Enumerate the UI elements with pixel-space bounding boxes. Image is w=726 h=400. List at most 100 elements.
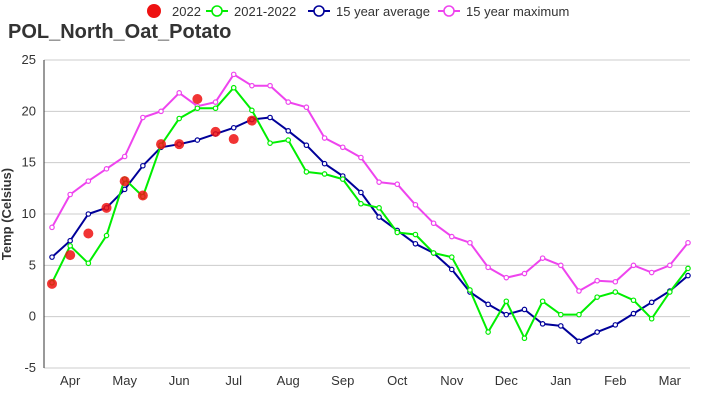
data-point: [103, 166, 110, 172]
data-point: [49, 254, 55, 260]
legend-label: 2022: [172, 4, 201, 19]
data-point: [612, 322, 619, 328]
legend-item-2022[interactable]: 2022: [147, 4, 201, 19]
data-point: [194, 105, 201, 112]
x-tick-label: Apr: [60, 373, 81, 388]
data-point: [230, 84, 237, 91]
data-point: [358, 189, 364, 196]
data-point: [119, 176, 130, 187]
x-tick-label: Mar: [659, 373, 682, 388]
x-tick-label: Dec: [495, 373, 519, 388]
data-point: [503, 298, 510, 305]
legend-marker: [211, 5, 223, 17]
data-point: [576, 311, 582, 318]
legend-marker: [147, 4, 161, 18]
data-point: [85, 260, 92, 267]
y-tick-label: -5: [24, 360, 36, 375]
legend-item-15-year-average[interactable]: 15 year average: [308, 4, 430, 19]
data-point: [65, 250, 76, 261]
legend-label: 15 year average: [336, 4, 430, 19]
data-point: [339, 144, 346, 151]
data-point: [612, 278, 619, 285]
data-point: [503, 274, 510, 281]
data-point: [249, 82, 255, 89]
data-point: [448, 254, 455, 260]
x-tick-label: Jun: [169, 373, 190, 388]
data-point: [358, 200, 364, 207]
legend[interactable]: 2022 2021-2022 15 year average 15 year maxi…: [147, 4, 569, 19]
data-point: [394, 229, 401, 236]
data-point: [467, 287, 473, 293]
data-point: [285, 137, 292, 143]
data-point: [194, 137, 201, 143]
data-point: [594, 294, 600, 300]
legend-label: 2021-2022: [234, 4, 296, 19]
data-point: [430, 220, 437, 227]
y-tick-label: 10: [22, 206, 36, 221]
x-tick-label: Oct: [387, 373, 408, 388]
data-point: [667, 289, 673, 295]
data-point: [285, 99, 292, 105]
data-point: [576, 288, 582, 294]
data-point: [521, 335, 528, 342]
data-point: [430, 250, 437, 256]
data-point: [539, 255, 546, 261]
data-point: [192, 94, 203, 105]
legend-marker: [313, 5, 325, 17]
data-point: [594, 277, 600, 284]
data-point: [648, 315, 655, 322]
data-point: [230, 71, 237, 78]
chart-title: POL_North_Oat_Potato: [8, 21, 231, 43]
y-tick-label: 20: [22, 103, 36, 118]
data-point: [339, 176, 346, 182]
data-point: [376, 205, 382, 211]
data-point: [210, 126, 221, 137]
series-line: [51, 86, 689, 340]
data-point: [47, 278, 57, 289]
data-point: [557, 311, 564, 318]
data-point: [176, 115, 183, 122]
data-point: [612, 289, 619, 295]
data-point: [158, 108, 164, 115]
data-point: [412, 201, 419, 208]
data-point: [321, 171, 328, 177]
legend-marker: [443, 5, 455, 17]
grid: [44, 59, 690, 369]
data-point: [67, 191, 73, 198]
data-point: [412, 240, 419, 247]
series-2022: [47, 94, 257, 289]
data-point: [303, 169, 310, 175]
data-point: [156, 139, 167, 150]
data-point: [667, 262, 673, 269]
data-point: [412, 231, 419, 238]
data-point: [394, 181, 401, 188]
data-point: [121, 186, 128, 193]
data-point: [321, 160, 328, 167]
data-point: [485, 329, 491, 335]
data-point: [685, 239, 691, 246]
data-point: [448, 233, 455, 240]
legend-item-2021-2022[interactable]: 2021-2022: [206, 4, 296, 19]
data-point: [630, 310, 637, 317]
data-point: [648, 269, 655, 276]
data-point: [557, 262, 564, 269]
data-point: [648, 299, 655, 306]
data-point: [230, 124, 237, 131]
legend-item-15-year-maximum[interactable]: 15 year maximum: [438, 4, 569, 19]
data-point: [228, 134, 239, 145]
data-point: [83, 228, 94, 239]
data-point: [630, 262, 637, 269]
x-tick-label: May: [112, 373, 137, 388]
data-point: [137, 190, 148, 201]
x-tick-label: Jul: [225, 373, 242, 388]
data-point: [521, 306, 528, 313]
data-point: [246, 115, 257, 126]
data-point: [85, 178, 92, 184]
data-point: [121, 153, 128, 160]
y-tick-label: 15: [22, 155, 36, 170]
data-point: [49, 224, 55, 231]
data-point: [85, 211, 92, 217]
data-point: [467, 239, 473, 246]
data-point: [103, 232, 110, 239]
